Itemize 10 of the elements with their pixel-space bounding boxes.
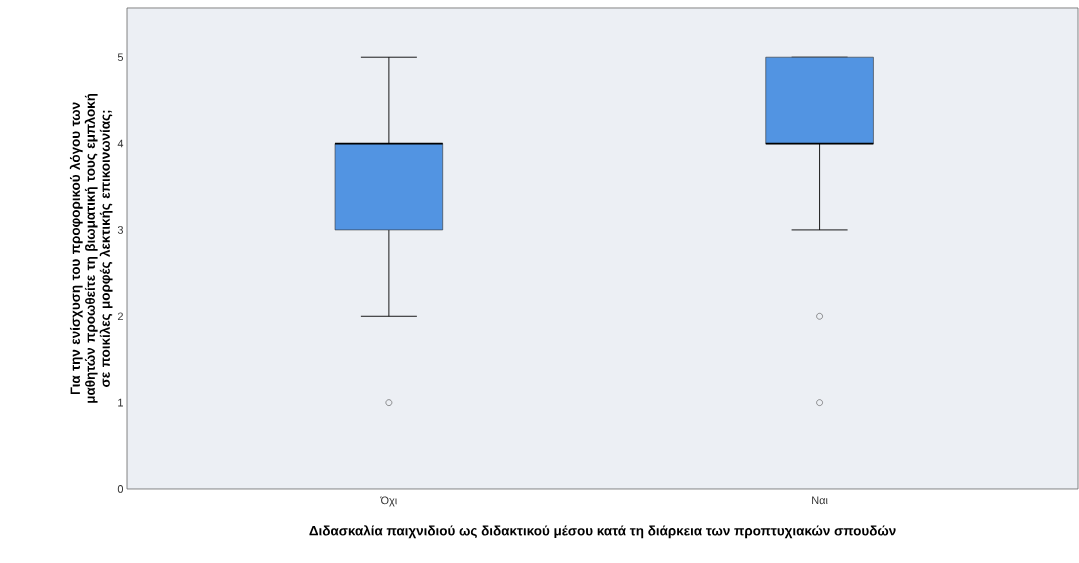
y-tick-label: 5 (117, 53, 124, 62)
x-tick-label: Όχι (380, 496, 397, 507)
y-tick-label: 0 (117, 485, 124, 493)
y-tick-label: 1 (118, 398, 123, 407)
y-axis-title: Για την ενίσχυση του προφορικού λόγου των μαθητών προωθείτε τη βιωματική τους εμπλοκή σε ποικίλες μορφές λεκτικής επικοινωνίας; (69, 93, 113, 403)
y-tick-label: 2 (117, 312, 123, 321)
x-axis-title: Διδασκαλία παιχνιδιού ως διδακτικού μέσου κατά τη διάρκεια των προπτυχιακών σπουδών (309, 525, 896, 539)
y-tick-label: 4 (117, 139, 124, 148)
x-tick-label: Ναι (812, 496, 828, 505)
y-tick-label: 3 (117, 226, 123, 234)
